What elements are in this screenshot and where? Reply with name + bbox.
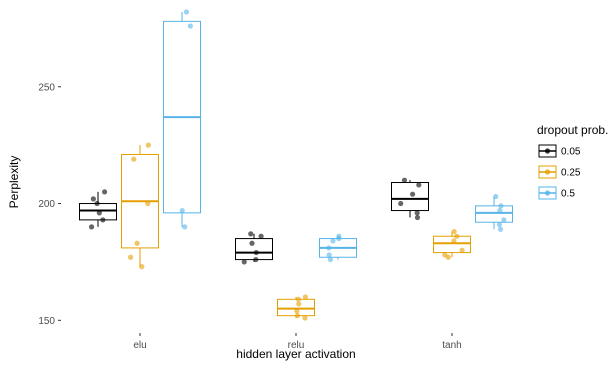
data-point xyxy=(295,296,302,302)
data-point xyxy=(497,207,503,214)
x-tick-label-elu: elu xyxy=(133,340,146,351)
data-point xyxy=(414,210,420,216)
data-point xyxy=(501,217,507,223)
box-0.5-elu xyxy=(163,9,201,230)
legend-item-0.05: 0.05 xyxy=(538,144,581,158)
data-point xyxy=(330,238,336,244)
data-point xyxy=(88,224,95,230)
x-tick-label-relu: relu xyxy=(288,340,305,351)
legend-key-point xyxy=(544,190,551,196)
data-point xyxy=(336,233,342,239)
data-point xyxy=(498,203,504,209)
data-point xyxy=(414,214,421,221)
axis-layer: 150 200 250 elu relu tanh xyxy=(38,82,461,351)
data-point xyxy=(294,313,301,319)
legend-item-0.25: 0.25 xyxy=(538,165,581,179)
data-point xyxy=(249,240,255,246)
data-point xyxy=(454,233,460,239)
box-0.25-elu xyxy=(121,142,159,270)
y-axis-title: Perplexity xyxy=(7,156,21,209)
data-point xyxy=(248,231,254,237)
data-point xyxy=(496,221,503,228)
data-point xyxy=(182,224,188,230)
box-0.05-tanh xyxy=(391,177,429,221)
data-point xyxy=(241,259,247,265)
data-point xyxy=(302,315,308,321)
x-tick-label-tanh: tanh xyxy=(442,340,461,351)
data-point xyxy=(326,252,332,258)
data-point xyxy=(94,200,100,207)
data-point xyxy=(296,301,302,307)
data-point xyxy=(493,193,499,200)
legend-title: dropout prob. xyxy=(537,123,608,137)
data-point xyxy=(327,256,334,263)
box-body xyxy=(391,182,429,212)
box-body xyxy=(433,235,471,254)
data-point xyxy=(459,247,465,253)
legend: dropout prob. 0.05 0.25 0.5 xyxy=(537,123,608,200)
data-point xyxy=(497,226,504,232)
legend-label: 0.05 xyxy=(561,147,581,158)
data-point xyxy=(398,200,404,207)
y-tick-label-250: 250 xyxy=(38,82,55,93)
data-point xyxy=(179,207,185,214)
box-0.5-tanh xyxy=(475,193,513,232)
data-point xyxy=(101,189,108,195)
data-point xyxy=(401,177,408,183)
data-point xyxy=(410,191,416,197)
plot-layer xyxy=(79,9,513,321)
legend-label: 0.5 xyxy=(561,189,575,200)
data-point xyxy=(96,210,102,216)
data-point xyxy=(145,142,151,148)
y-tick-label-200: 200 xyxy=(38,199,55,210)
legend-label: 0.25 xyxy=(561,168,581,179)
data-point xyxy=(451,238,457,244)
data-point xyxy=(416,182,422,188)
data-point xyxy=(100,217,106,223)
data-point xyxy=(294,308,300,314)
box-0.25-tanh xyxy=(433,228,471,260)
box-0.05-elu xyxy=(79,189,117,230)
data-point xyxy=(253,256,259,263)
box-0.25-relu xyxy=(277,294,315,321)
data-point xyxy=(302,294,309,300)
data-point xyxy=(253,249,259,256)
data-point xyxy=(326,245,332,251)
box-0.5-relu xyxy=(319,233,357,263)
data-point xyxy=(258,233,264,239)
data-point xyxy=(145,200,151,207)
data-point xyxy=(128,254,134,260)
data-point xyxy=(451,228,457,235)
data-point xyxy=(187,23,193,29)
legend-key-point xyxy=(544,148,551,154)
box-body xyxy=(475,205,513,223)
legend-key-point xyxy=(544,169,551,175)
x-axis-title: hidden layer activation xyxy=(236,347,355,361)
data-point xyxy=(134,240,140,246)
box-0.05-relu xyxy=(235,231,273,265)
data-point xyxy=(442,252,448,258)
data-point xyxy=(139,264,145,270)
data-point xyxy=(131,156,137,162)
data-point xyxy=(90,196,96,202)
y-tick-label-150: 150 xyxy=(38,316,55,327)
data-point xyxy=(183,9,190,15)
legend-item-0.5: 0.5 xyxy=(538,186,575,200)
